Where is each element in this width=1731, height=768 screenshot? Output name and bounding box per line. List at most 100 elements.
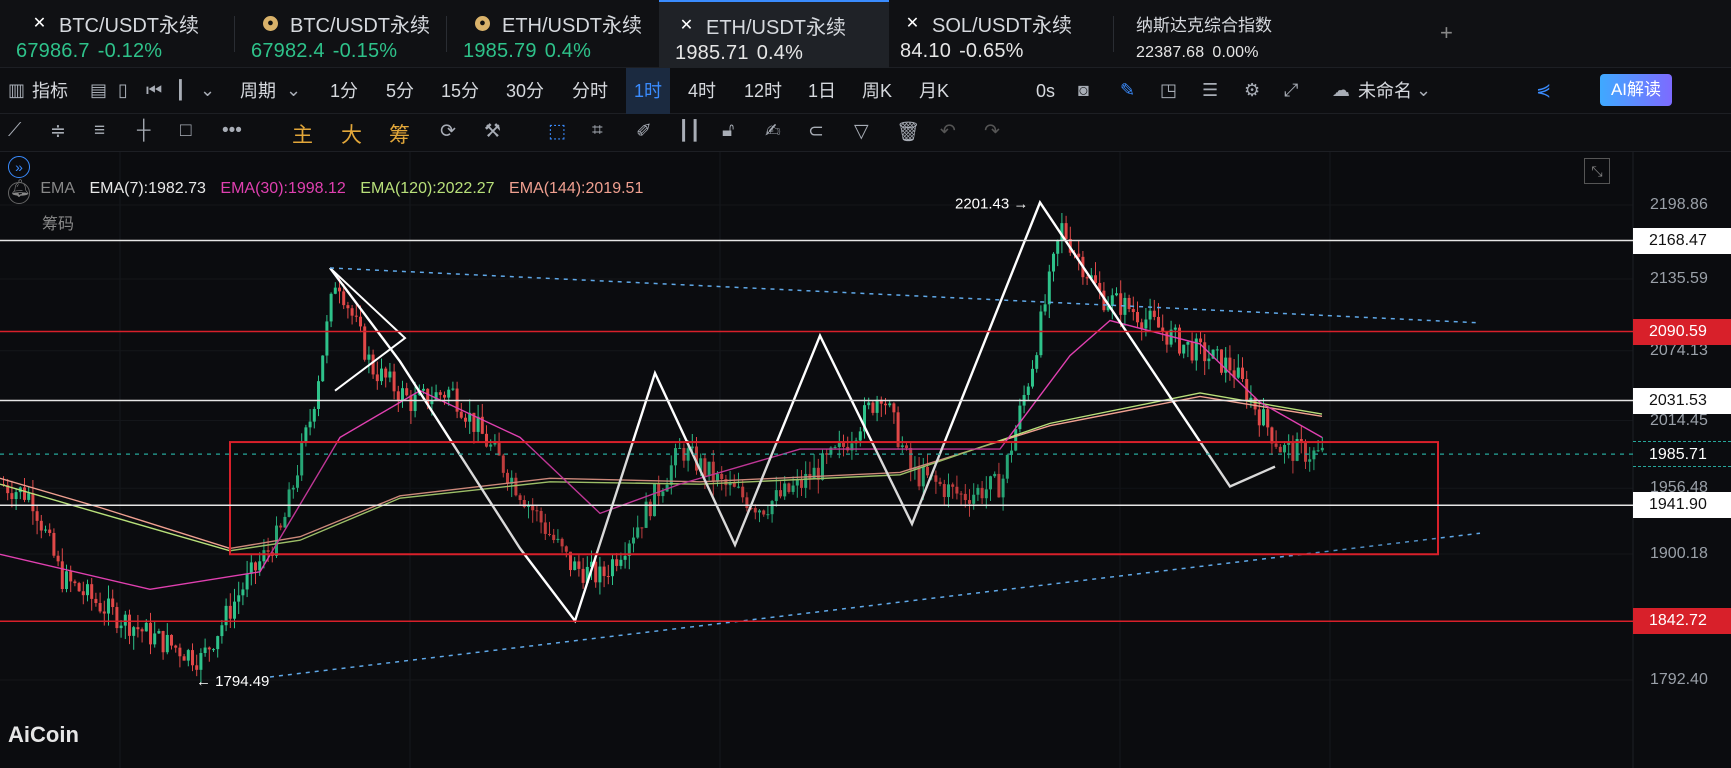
candle-body bbox=[627, 543, 631, 556]
more-tools-icon[interactable]: ••• bbox=[222, 120, 242, 141]
interval-week[interactable]: 周K bbox=[862, 81, 893, 101]
candle-body bbox=[842, 442, 845, 447]
chip-button[interactable]: 筹 bbox=[389, 124, 410, 147]
candlestick-chart[interactable]: 2201.43 → ← 1794.49 bbox=[0, 152, 1731, 768]
brush-icon[interactable]: ✐ bbox=[636, 121, 652, 142]
parallel-tool-icon[interactable]: ≑ bbox=[50, 121, 66, 142]
candle-body bbox=[527, 505, 530, 507]
fullscreen-icon[interactable]: ⤢ bbox=[1284, 80, 1299, 100]
tab-btc-usdt-1[interactable]: ✕ BTC/USDT永续 67986.7 -0.12% bbox=[0, 0, 235, 68]
big-order-button[interactable]: 大 bbox=[341, 124, 362, 147]
tab-eth-usdt-active[interactable]: ✕ ETH/USDT永续 1985.71 0.4% bbox=[659, 0, 889, 68]
candle-body bbox=[1270, 427, 1274, 444]
interval-15m[interactable]: 15分 bbox=[441, 81, 480, 101]
interval-12h[interactable]: 12时 bbox=[744, 81, 783, 101]
candle-body bbox=[27, 493, 31, 500]
expand-icon[interactable]: » bbox=[8, 156, 30, 178]
interval-4h[interactable]: 4时 bbox=[688, 81, 717, 101]
main-chart-button[interactable]: 主 bbox=[292, 124, 313, 147]
rewind-icon[interactable]: ⏮ bbox=[146, 80, 163, 100]
candle-body bbox=[1110, 295, 1114, 306]
candle-body bbox=[1257, 409, 1261, 426]
comment-icon[interactable]: ◳ bbox=[1160, 80, 1178, 100]
redo-icon[interactable]: ↷ bbox=[984, 121, 1000, 142]
chevron-down-icon[interactable]: ⌄ bbox=[1416, 80, 1432, 100]
sync-icon[interactable]: ⟳ bbox=[440, 121, 456, 142]
candle-body bbox=[569, 551, 572, 571]
lock-icon[interactable]: 🔓︎ bbox=[722, 120, 735, 141]
measure-icon[interactable]: ⚒ bbox=[484, 121, 502, 142]
rectangle-tool-icon[interactable]: □ bbox=[180, 120, 192, 141]
cloud-icon[interactable]: ☁ bbox=[1332, 80, 1350, 100]
ai-analysis-button[interactable]: AI解读 bbox=[1600, 74, 1672, 106]
pattern-flag bbox=[329, 267, 407, 392]
indicator-button[interactable]: 指标 bbox=[32, 81, 68, 101]
doc-icon[interactable]: ▤ bbox=[90, 80, 108, 100]
edit-icon[interactable]: ✍ bbox=[765, 121, 781, 142]
settings-icon[interactable]: ⚙ bbox=[1244, 80, 1261, 100]
price-axis-label: 2198.86 bbox=[1650, 196, 1708, 213]
cursor-icon[interactable]: ⬚ bbox=[548, 121, 566, 142]
candle-body bbox=[1253, 397, 1257, 410]
split-icon[interactable]: ▯ bbox=[118, 80, 128, 100]
period-dropdown[interactable]: 周期 bbox=[240, 81, 276, 101]
candle-body bbox=[69, 571, 73, 582]
tab-btc-usdt-2[interactable]: ● BTC/USDT永续 67982.4 -0.15% bbox=[235, 0, 447, 68]
magnet-icon[interactable]: ⊂ bbox=[808, 121, 824, 142]
candle-body bbox=[1287, 442, 1291, 445]
trash-icon[interactable]: 🗑︎ bbox=[896, 122, 921, 143]
tab-sol-usdt[interactable]: ✕ SOL/USDT永续 84.10 -0.65% bbox=[889, 0, 1114, 68]
candle-body bbox=[732, 482, 736, 487]
candle-body bbox=[1144, 319, 1148, 329]
candle-body bbox=[506, 472, 509, 484]
pen-icon[interactable]: ✎ bbox=[1120, 80, 1136, 100]
candles-tool-icon[interactable]: ┃┃ bbox=[678, 121, 701, 142]
interval-1h[interactable]: 1时 bbox=[626, 68, 671, 114]
undo-icon[interactable]: ↶ bbox=[940, 121, 956, 142]
interval-month[interactable]: 月K bbox=[919, 81, 950, 101]
interval-1m[interactable]: 1分 bbox=[330, 81, 359, 101]
candle-body bbox=[119, 625, 123, 629]
ruler-icon[interactable]: ⌗ bbox=[592, 120, 603, 141]
share-icon[interactable]: ⋞ bbox=[1536, 80, 1552, 100]
maximize-icon[interactable]: ⤡ bbox=[1584, 158, 1610, 184]
interval-timeline[interactable]: 分时 bbox=[572, 81, 608, 101]
list-icon[interactable]: ☰ bbox=[1202, 80, 1219, 100]
candle-body bbox=[1052, 253, 1055, 272]
horizontal-tool-icon[interactable]: ┼ bbox=[137, 120, 151, 141]
price-chart[interactable]: 2201.43 → ← 1794.49 bbox=[0, 152, 1731, 768]
lines-tool-icon[interactable]: ≡ bbox=[94, 120, 106, 141]
line-tool-icon[interactable]: ⟋ bbox=[8, 120, 22, 141]
candle-body bbox=[132, 627, 136, 636]
candle-body bbox=[380, 368, 383, 382]
candle-body bbox=[165, 634, 169, 653]
candle-body bbox=[720, 473, 724, 480]
candle-body bbox=[1102, 290, 1106, 311]
candle-body bbox=[182, 656, 186, 661]
interval-5m[interactable]: 5分 bbox=[386, 81, 415, 101]
camera-icon[interactable]: ◙ bbox=[1078, 80, 1089, 100]
tab-price: 22387.68 bbox=[1136, 44, 1205, 61]
candle-type-icon[interactable]: ┃ bbox=[175, 80, 186, 100]
layout-name-dropdown[interactable]: 未命名 bbox=[1358, 81, 1412, 101]
tab-eth-usdt-1[interactable]: ● ETH/USDT永续 1985.79 0.4% bbox=[447, 0, 659, 68]
candle-body bbox=[653, 483, 656, 517]
candle-body bbox=[1026, 386, 1030, 395]
chevron-down-icon[interactable]: ⌄ bbox=[286, 80, 302, 100]
candle-body bbox=[1266, 409, 1270, 428]
interval-30m[interactable]: 30分 bbox=[506, 81, 545, 101]
add-tab-button[interactable]: + bbox=[1440, 20, 1453, 45]
collapse-icon[interactable]: ⌄ bbox=[8, 182, 30, 204]
candle-body bbox=[392, 371, 396, 392]
interval-1d[interactable]: 1日 bbox=[808, 81, 837, 101]
filter-icon[interactable]: ▽ bbox=[854, 121, 869, 142]
candle-body bbox=[1169, 329, 1173, 345]
candle-body bbox=[401, 388, 404, 401]
candle-body bbox=[812, 467, 816, 480]
candle-body bbox=[94, 598, 98, 604]
candle-body bbox=[1060, 223, 1064, 241]
chevron-down-icon[interactable]: ⌄ bbox=[200, 80, 216, 100]
candles-icon[interactable]: ▥ bbox=[8, 80, 26, 100]
tab-nasdaq[interactable]: 纳斯达克综合指数 22387.68 0.00% bbox=[1114, 0, 1344, 68]
candle-body bbox=[405, 388, 409, 396]
